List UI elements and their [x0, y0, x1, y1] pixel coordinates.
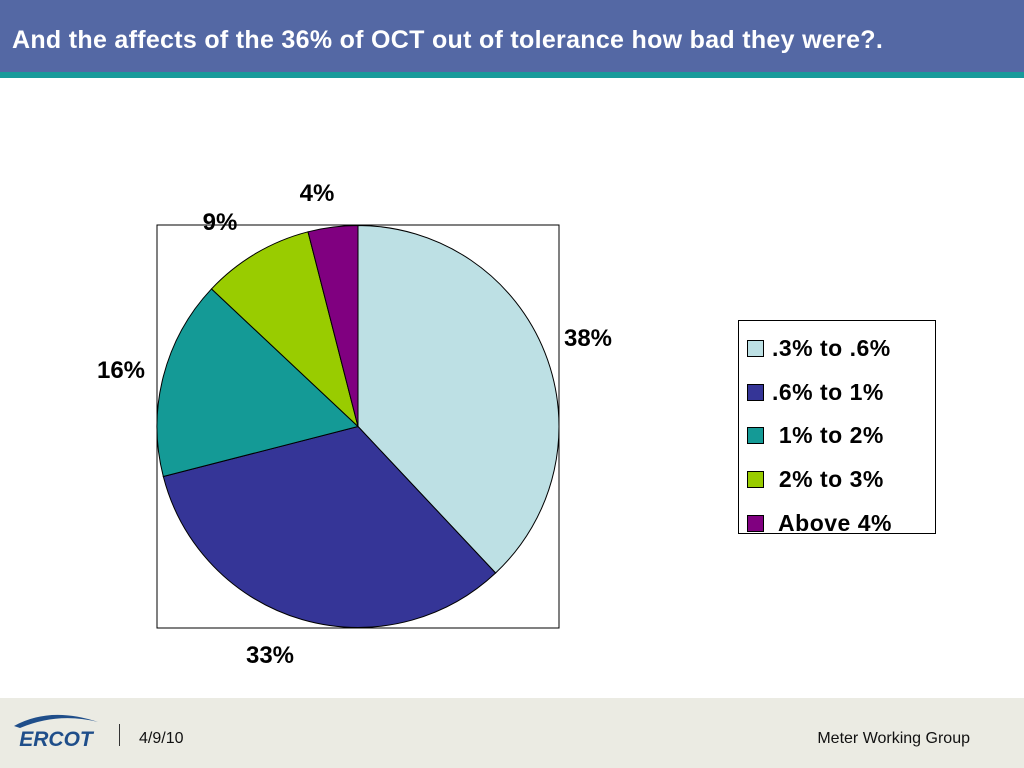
- ercot-logo: ERCOT: [14, 714, 98, 751]
- legend-item: 1% to 2%: [739, 414, 935, 458]
- legend-swatch: [747, 471, 764, 489]
- legend-item: 2% to 3%: [739, 458, 935, 502]
- legend-swatch: [747, 340, 764, 358]
- pie-slice-4: [210, 231, 359, 429]
- legend-swatch: [747, 383, 764, 401]
- pie-slice-1: [357, 224, 560, 574]
- footer-group-name: Meter Working Group: [817, 730, 970, 747]
- legend-swatch: [747, 514, 764, 532]
- data-label-slice-3: 16%: [97, 357, 145, 384]
- legend-label: 2% to 3%: [772, 466, 884, 493]
- legend-item: .6% to 1%: [739, 371, 935, 415]
- legend-item: .3% to .6%: [739, 327, 935, 371]
- chart-legend: .3% to .6% .6% to 1% 1% to 2% 2% to 3% A…: [738, 320, 936, 536]
- data-label-slice-2: 33%: [246, 642, 294, 669]
- slide-title: And the affects of the 36% of OCT out of…: [12, 26, 884, 54]
- pie-slice-2: [162, 425, 497, 628]
- legend-label: 1% to 2%: [772, 422, 884, 449]
- legend-label: .6% to 1%: [772, 378, 884, 405]
- legend-label: .3% to .6%: [772, 335, 891, 362]
- slide-footer: [0, 698, 1024, 768]
- data-label-slice-4: 9%: [203, 209, 238, 236]
- title-bar: [0, 0, 1024, 72]
- pie-slice-5: [307, 224, 359, 427]
- logo-wordmark: ERCOT: [19, 728, 95, 751]
- title-accent-stripe: [0, 72, 1024, 78]
- pie-slices: [156, 224, 560, 628]
- legend-label: Above 4%: [772, 509, 892, 536]
- footer-divider: [119, 724, 120, 746]
- legend-item: Above 4%: [739, 501, 935, 545]
- logo-swoosh-icon: [14, 714, 98, 728]
- legend-swatch: [747, 427, 764, 445]
- pie-chart: 38% 33% 16% 9% 4%: [97, 180, 612, 669]
- pie-slice-3: [156, 288, 360, 478]
- footer-date: 4/9/10: [139, 730, 184, 747]
- data-label-slice-5: 4%: [300, 180, 335, 207]
- data-label-slice-1: 38%: [564, 325, 612, 352]
